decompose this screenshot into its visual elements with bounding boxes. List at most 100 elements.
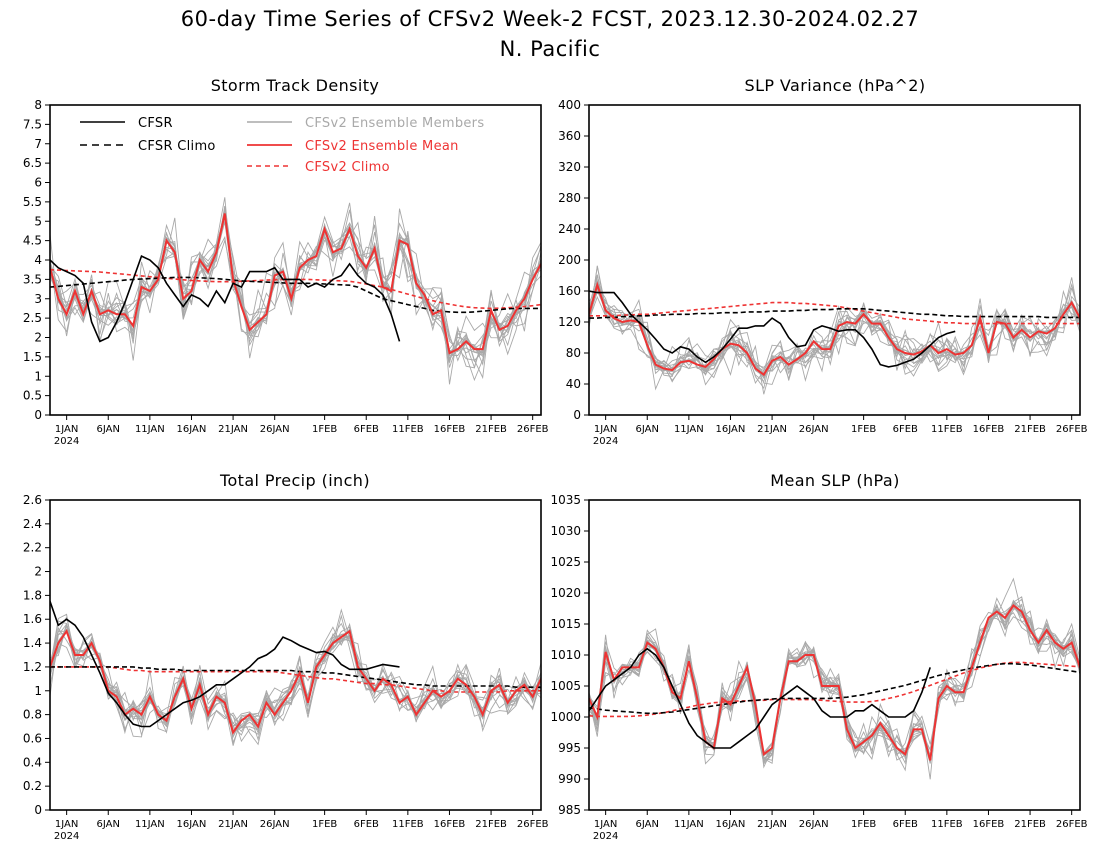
legend-label-cfsr: CFSR (138, 116, 173, 131)
x-tick-label: 6FEB (354, 424, 379, 435)
x-tick-label: 6FEB (893, 819, 918, 830)
y-tick-label: 1010 (550, 648, 581, 662)
y-tick-label: 0.2 (23, 779, 42, 793)
y-tick-label: 2.6 (23, 493, 42, 507)
y-tick-label: 6 (34, 176, 42, 190)
y-tick-label: 5.5 (23, 195, 42, 209)
x-tick-label: 26FEB (1056, 819, 1088, 830)
plot-area (589, 265, 1080, 395)
y-tick-label: 5 (34, 214, 42, 228)
cfsr-line (50, 255, 401, 343)
x-tick-label: 26JAN (260, 819, 290, 830)
x-tick-label: 16FEB (434, 819, 466, 830)
x-tick-label: 21JAN (757, 424, 787, 435)
legend-label-cfsr-climo: CFSR Climo (138, 139, 216, 154)
ensemble-member-line (50, 208, 541, 382)
x-tick-label: 26FEB (517, 819, 549, 830)
y-tick-label: 0 (573, 408, 581, 422)
y-tick-label: 400 (558, 98, 581, 112)
legend-label-ensemble-mean: CFSv2 Ensemble Mean (305, 139, 459, 154)
y-tick-label: 240 (558, 222, 581, 236)
figure-title: 60-day Time Series of CFSv2 Week-2 FCST,… (181, 7, 919, 31)
y-tick-label: 2 (34, 565, 42, 579)
plot-area (50, 197, 541, 385)
x-tick-label: 26JAN (799, 424, 829, 435)
cfsr-climo-line (589, 307, 1080, 319)
x-tick-label: 11FEB (392, 424, 424, 435)
panel-title: SLP Variance (hPa^2) (745, 76, 926, 95)
y-tick-label: 0.8 (23, 708, 42, 722)
legend-label-members: CFSv2 Ensemble Members (305, 116, 484, 131)
ensemble-members (50, 608, 541, 746)
ensemble-member-line (50, 624, 541, 733)
y-tick-label: 990 (558, 772, 581, 786)
x-tick-label: 11JAN (135, 424, 165, 435)
x-year-label: 2024 (593, 831, 618, 842)
x-year-label: 2024 (593, 436, 618, 447)
ensemble-member-line (589, 286, 1080, 378)
y-tick-label: 80 (566, 346, 581, 360)
x-tick-label: 6JAN (636, 819, 659, 830)
y-tick-label: 320 (558, 160, 581, 174)
plot-frame (49, 499, 542, 811)
x-tick-label: 1FEB (851, 819, 876, 830)
cfsr-line (50, 601, 400, 728)
cfsv2-climo-line (589, 661, 1080, 718)
x-tick-label: 21FEB (475, 819, 507, 830)
y-tick-label: 2.2 (23, 541, 42, 555)
x-tick-label: 6FEB (893, 424, 918, 435)
y-tick-label: 1.8 (23, 588, 42, 602)
legend: CFSR CFSR Climo CFSv2 Ensemble Members C… (80, 116, 484, 175)
x-tick-label: 11JAN (674, 424, 704, 435)
y-tick-label: 7 (34, 137, 42, 151)
y-tick-label: 280 (558, 191, 581, 205)
ensemble-member-line (50, 210, 541, 362)
ensemble-mean-line (589, 603, 1080, 761)
y-tick-label: 0 (34, 803, 42, 817)
cfsr-climo-line (50, 666, 541, 689)
y-tick-label: 1 (34, 684, 42, 698)
cfsr-climo-line (50, 276, 541, 314)
y-tick-label: 3.5 (23, 272, 42, 286)
x-tick-label: 6FEB (354, 819, 379, 830)
ensemble-member-line (589, 612, 1080, 764)
y-tick-label: 1020 (550, 586, 581, 600)
plot-frame (588, 104, 1081, 416)
y-tick-label: 985 (558, 803, 581, 817)
y-tick-label: 1.5 (23, 350, 42, 364)
panel-title: Storm Track Density (211, 76, 380, 95)
x-tick-label: 11FEB (931, 819, 963, 830)
x-tick-label: 16JAN (716, 819, 746, 830)
x-tick-label: 1JAN (594, 819, 617, 830)
x-tick-label: 1FEB (312, 424, 337, 435)
x-tick-label: 11JAN (135, 819, 165, 830)
x-year-label: 2024 (54, 831, 79, 842)
x-tick-label: 11FEB (931, 424, 963, 435)
y-tick-label: 1.4 (23, 636, 42, 650)
panel-mean-slp: Mean SLP (hPa) 985 990 995 1000 1005 1010 1015… (550, 471, 1087, 842)
y-tick-label: 0.4 (23, 755, 42, 769)
y-tick-label: 995 (558, 741, 581, 755)
x-tick-label: 21JAN (757, 819, 787, 830)
y-tick-label: 1025 (550, 555, 581, 569)
x-tick-label: 16JAN (177, 424, 207, 435)
cfsr-climo-line (589, 662, 1080, 715)
plot-frame (49, 104, 542, 416)
x-tick-label: 26FEB (517, 424, 549, 435)
ensemble-member-line (50, 614, 541, 738)
x-tick-label: 21JAN (218, 424, 248, 435)
y-tick-label: 0.5 (23, 389, 42, 403)
x-tick-label: 16JAN (177, 819, 207, 830)
panel-storm-track-density: Storm Track Density 0 0.5 1 1.5 2 2.5 3 3.5 4 4.5… (23, 76, 549, 447)
x-tick-label: 21JAN (218, 819, 248, 830)
ensemble-mean-line (589, 281, 1080, 377)
y-tick-label: 0.6 (23, 731, 42, 745)
ensemble-member-line (50, 615, 541, 737)
x-tick-label: 1JAN (594, 424, 617, 435)
x-tick-label: 26FEB (1056, 424, 1088, 435)
x-tick-label: 1JAN (55, 424, 78, 435)
y-tick-label: 3 (34, 292, 42, 306)
y-tick-label: 1015 (550, 617, 581, 631)
panel-slp-variance: SLP Variance (hPa^2) 0 40 80 120 160 200 240 28… (558, 76, 1088, 447)
